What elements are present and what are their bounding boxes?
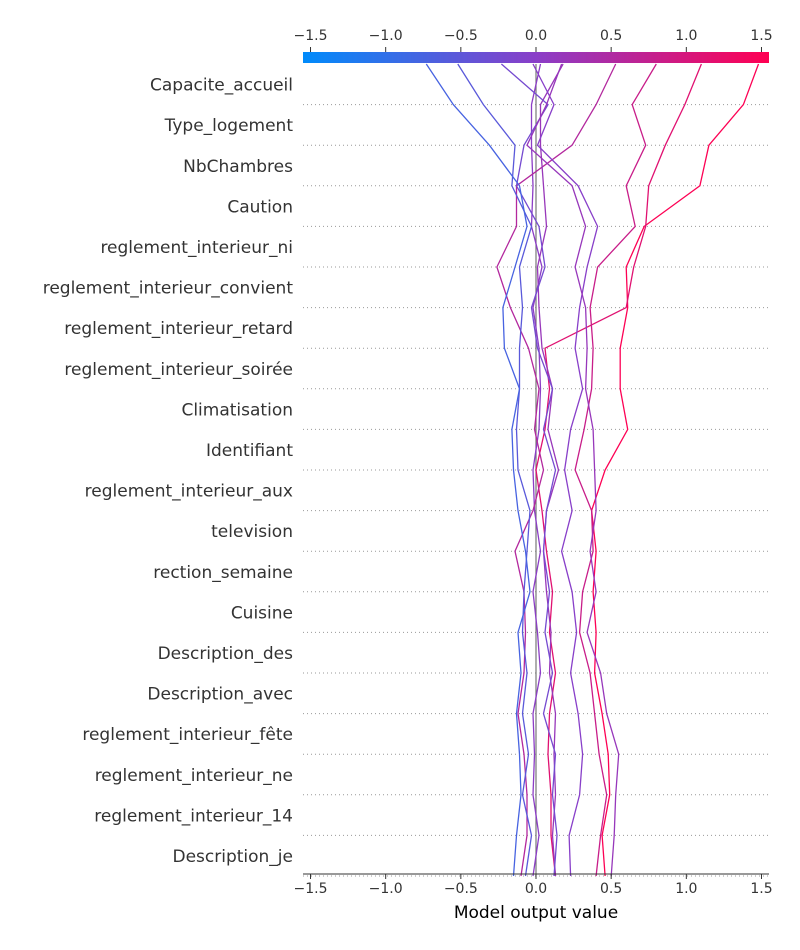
colorbar-tick-label: 1.0 [675,28,697,44]
feature-label: Climatisation [181,400,293,420]
colorbar-tick-label: 0.5 [600,28,622,44]
x-tick-label: 0.0 [525,881,547,897]
feature-label: reglement_interieur_convient [43,279,294,299]
feature-label: Capacite_accueil [150,76,293,96]
feature-label: reglement_interieur_retard [64,319,293,339]
feature-label: Description_avec [147,685,293,705]
x-tick-label: −0.5 [444,881,478,897]
feature-label: Caution [227,197,293,217]
x-tick-label: 1.0 [675,881,697,897]
decision-lines [425,63,760,877]
colorbar: −1.5 −1.0 −0.5 0.0 0.5 1.0 1.5 [294,28,773,63]
colorbar-tick-label: 0.0 [525,28,547,44]
decision-line [500,63,558,877]
feature-label: Cuisine [231,603,293,623]
decision-line [496,63,617,877]
x-tick-label: −1.5 [294,881,328,897]
feature-label: reglement_interieur_soirée [64,360,293,380]
feature-label: reglement_interieur_14 [94,806,293,826]
feature-label: reglement_interieur_ne [95,766,293,786]
decision-line [530,63,543,877]
feature-label: reglement_interieur_aux [85,482,293,502]
feature-label: Identifiant [206,441,293,461]
x-tick-label: 1.5 [750,881,772,897]
feature-label: Type_logement [164,116,294,136]
colorbar-gradient [303,52,769,63]
decision-line [590,63,760,877]
feature-label: Description_des [158,644,294,664]
x-axis: −1.5 −1.0 −0.5 0.0 0.5 1.0 1.5 [294,873,773,897]
feature-label: NbChambres [183,157,293,177]
decision-line [536,63,564,877]
colorbar-tick-label: −1.5 [294,28,328,44]
colorbar-tick-label: −0.5 [444,28,478,44]
decision-line [457,63,533,877]
feature-label: Description_je [172,847,293,867]
feature-label: reglement_interieur_ni [100,238,293,258]
decision-line [574,63,657,877]
decision-line [526,63,620,877]
colorbar-tick-label: 1.5 [750,28,772,44]
feature-labels: Capacite_accueil Type_logement NbChambres C… [43,76,294,867]
decision-line [532,63,599,877]
x-tick-label: −1.0 [369,881,403,897]
colorbar-tick-label: −1.0 [369,28,403,44]
feature-label: rection_semaine [153,563,293,583]
feature-label: television [211,522,293,542]
x-tick-label: 0.5 [600,881,622,897]
decision-line [535,63,703,877]
decision-line [425,63,531,877]
feature-label: reglement_interieur_fête [82,725,293,745]
x-axis-title: Model output value [454,903,618,923]
